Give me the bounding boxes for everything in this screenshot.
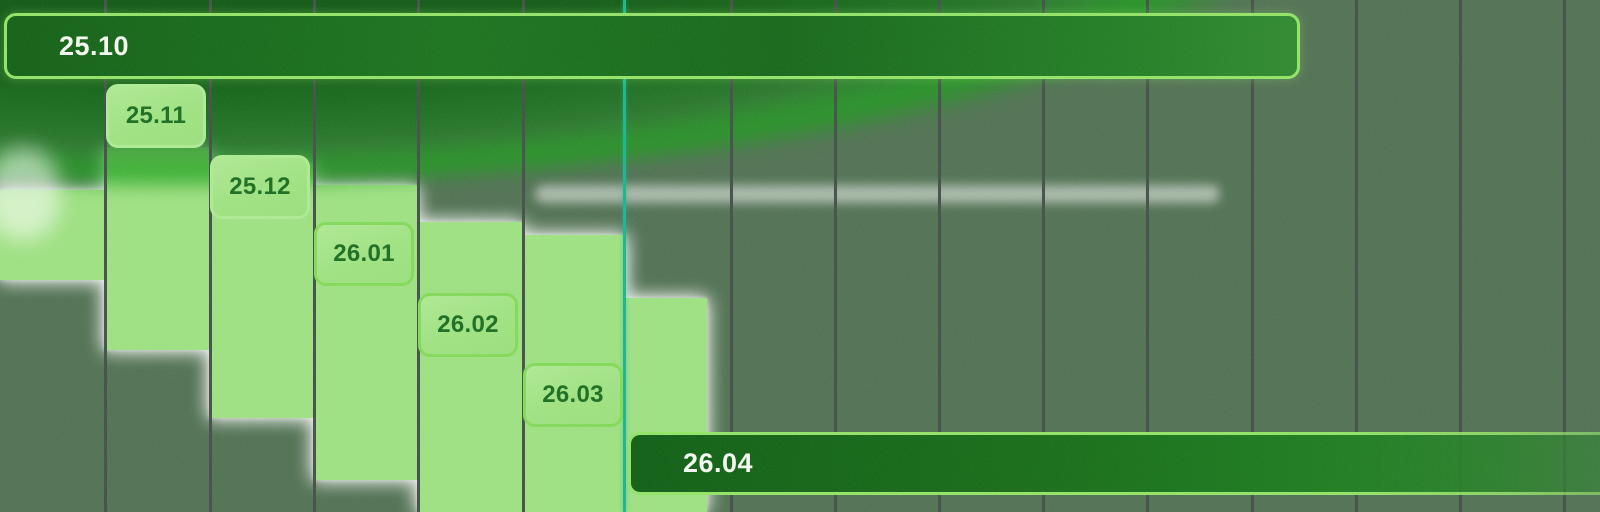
release-box-label: 25.11 [125,102,187,129]
release-bar-label: 26.04 [683,448,754,478]
release-bar-label: 25.10 [59,30,130,61]
release-box-26-03: 26.03 [523,363,623,427]
spray-dither-left [0,148,60,240]
release-box-label: 26.02 [437,311,499,338]
release-box-25-11: 25.11 [106,84,206,148]
spray-dither-band [535,185,1220,203]
release-box-26-01: 26.01 [314,222,414,286]
release-box-label: 26.01 [333,240,395,267]
release-box-26-02: 26.02 [418,293,518,357]
release-box-label: 25.12 [229,173,291,200]
release-box-25-12: 25.12 [210,155,310,219]
release-bar-25-10: 25.10 [4,13,1300,79]
release-bar-26-04: 26.04 [628,432,1600,495]
release-box-label: 26.03 [542,381,604,408]
